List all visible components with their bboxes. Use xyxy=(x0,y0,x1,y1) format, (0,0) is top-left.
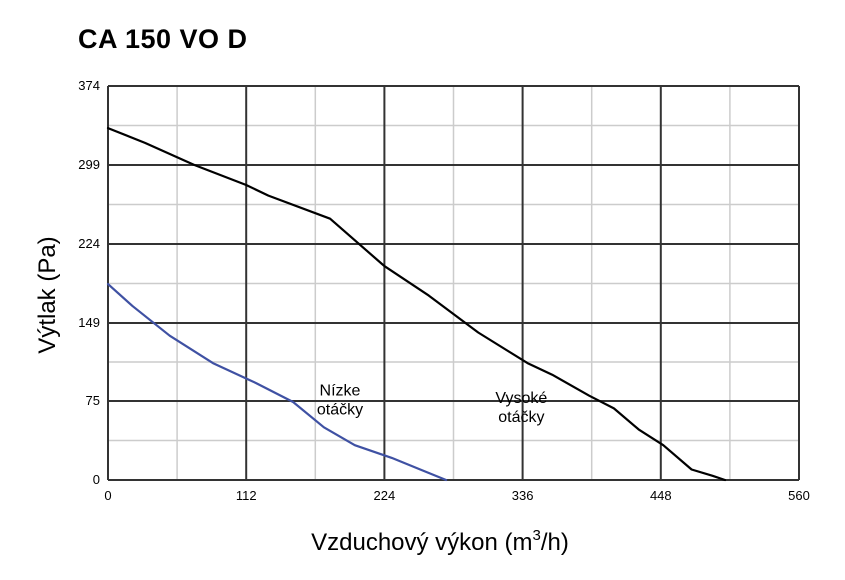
tick-labels: 0 112 224 336 448 560 0 75 149 224 299 374 xyxy=(78,78,810,503)
curve-label-0-line-1: otáčky xyxy=(317,402,363,419)
x-axis-label-main: Vzduchový výkon (m xyxy=(311,529,532,556)
x-axis-label-sup: 3 xyxy=(533,527,541,544)
y-tick-label: 149 xyxy=(78,315,100,330)
y-tick-label: 224 xyxy=(78,236,100,251)
x-tick-label: 560 xyxy=(788,488,810,503)
y-tick-label: 75 xyxy=(86,393,100,408)
y-axis-label: Výtlak (Pa) xyxy=(34,236,61,353)
x-axis-label: Vzduchový výkon (m3/h) xyxy=(311,527,569,556)
chart-title: CA 150 VO D xyxy=(78,24,248,54)
y-tick-label: 0 xyxy=(93,472,100,487)
curve-label-0-line-0: Nízke xyxy=(320,383,361,400)
curve-labels: Nízke otáčky Vysoké otáčky xyxy=(317,383,548,426)
grid-major xyxy=(107,85,800,481)
x-tick-label: 112 xyxy=(236,488,257,503)
x-tick-label: 448 xyxy=(650,488,672,503)
x-tick-label: 224 xyxy=(374,488,396,503)
series-line-0 xyxy=(106,283,448,482)
x-axis-label-end: /h) xyxy=(541,529,569,556)
series-line-1 xyxy=(106,127,727,482)
grid-minor xyxy=(108,86,799,480)
x-tick-label: 0 xyxy=(104,488,111,503)
x-tick-label: 336 xyxy=(512,488,534,503)
y-tick-label: 299 xyxy=(78,157,100,172)
curve-label-1-line-1: otáčky xyxy=(498,409,544,426)
series-layer xyxy=(106,127,727,482)
curve-label-1-line-0: Vysoké xyxy=(495,390,547,407)
y-tick-label: 374 xyxy=(78,78,100,93)
